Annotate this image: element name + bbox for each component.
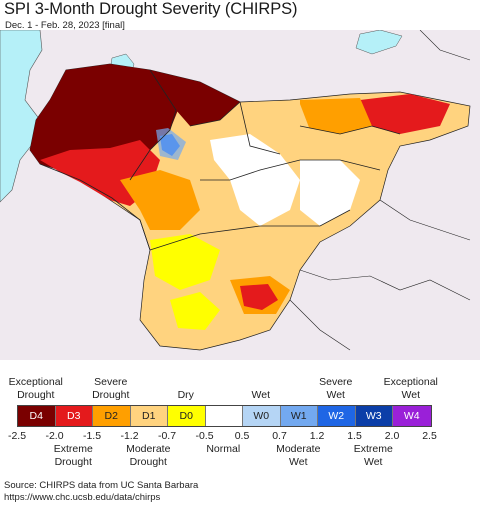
extreme-drought-east [360,94,450,134]
legend-bottom-label: Extreme Drought [53,443,93,468]
legend-tick: -0.7 [157,430,177,442]
legend-tick: 0.5 [234,430,250,442]
legend-top-label: Wet [251,389,270,401]
moderate-drought-east [240,104,310,150]
severe-drought-west [120,170,200,230]
legend-tick: 1.5 [347,430,362,442]
balkhash-lake [355,30,403,55]
legend-swatch-d2: D2 [93,406,131,426]
source-line-1: Source: CHIRPS data from UC Santa Barbar… [4,480,199,491]
legend-swatch-w4: W4 [393,406,431,426]
legend-tick: 0.7 [272,430,287,442]
legend-tick: 2.0 [384,430,400,442]
dry-area-south [170,292,220,330]
extreme-drought-south [240,284,278,310]
legend-swatch-w0: W0 [243,406,281,426]
legend: Exceptional Drought Severe Drought Dry Wet Sev… [0,364,480,476]
legend-top-label: Dry [177,389,194,401]
legend-swatch-d4: D4 [18,406,56,426]
legend-swatch-d0: D0 [168,406,206,426]
legend-tick: -1.2 [120,430,139,442]
legend-swatch-w2: W2 [318,406,356,426]
normal-area-center [210,134,300,226]
legend-top-label: Severe Wet [319,376,353,401]
legend-bottom-label: Moderate Wet [276,443,321,468]
severe-drought-east [300,98,372,134]
country-borders [39,69,401,251]
exceptional-drought-north [150,70,240,126]
legend-top-label: Exceptional Drought [8,376,63,401]
drought-map [0,30,480,360]
legend-swatch-d3: D3 [55,406,93,426]
source-line-2: https://www.chc.ucsb.edu/data/chirps [4,492,161,503]
legend-tick: -2.5 [7,430,27,442]
legend-swatch-normal [205,406,243,426]
legend-bottom-label: Moderate Drought [126,443,171,468]
dry-area [150,234,220,290]
legend-tick: -2.0 [45,430,64,442]
legend-tick: 2.5 [422,430,437,442]
legend-top-label: Severe Drought [92,376,130,401]
source-credit: Source: CHIRPS data from UC Santa Barbar… [4,480,198,504]
map-subtitle: Dec. 1 - Feb. 28, 2023 [final] [5,20,125,31]
neighbor-borders [289,30,471,351]
legend-swatch-w3: W3 [355,406,393,426]
legend-swatch-d1: D1 [130,406,168,426]
legend-top-label: Exceptional Wet [383,376,438,401]
legend-swatch-w1: W1 [280,406,318,426]
legend-tick: -1.5 [82,430,102,442]
legend-bottom-label: Extreme Wet [353,443,393,468]
legend-tick: 1.2 [309,430,325,442]
map-title: SPI 3-Month Drought Severity (CHIRPS) [4,0,298,18]
normal-area-east [300,160,360,226]
legend-bottom-label: Normal [206,443,241,455]
legend-swatches: D4 D3 D2 D1 D0 W0 W1 W2 W3 W4 [17,405,432,427]
legend-tick: -0.5 [195,430,214,442]
